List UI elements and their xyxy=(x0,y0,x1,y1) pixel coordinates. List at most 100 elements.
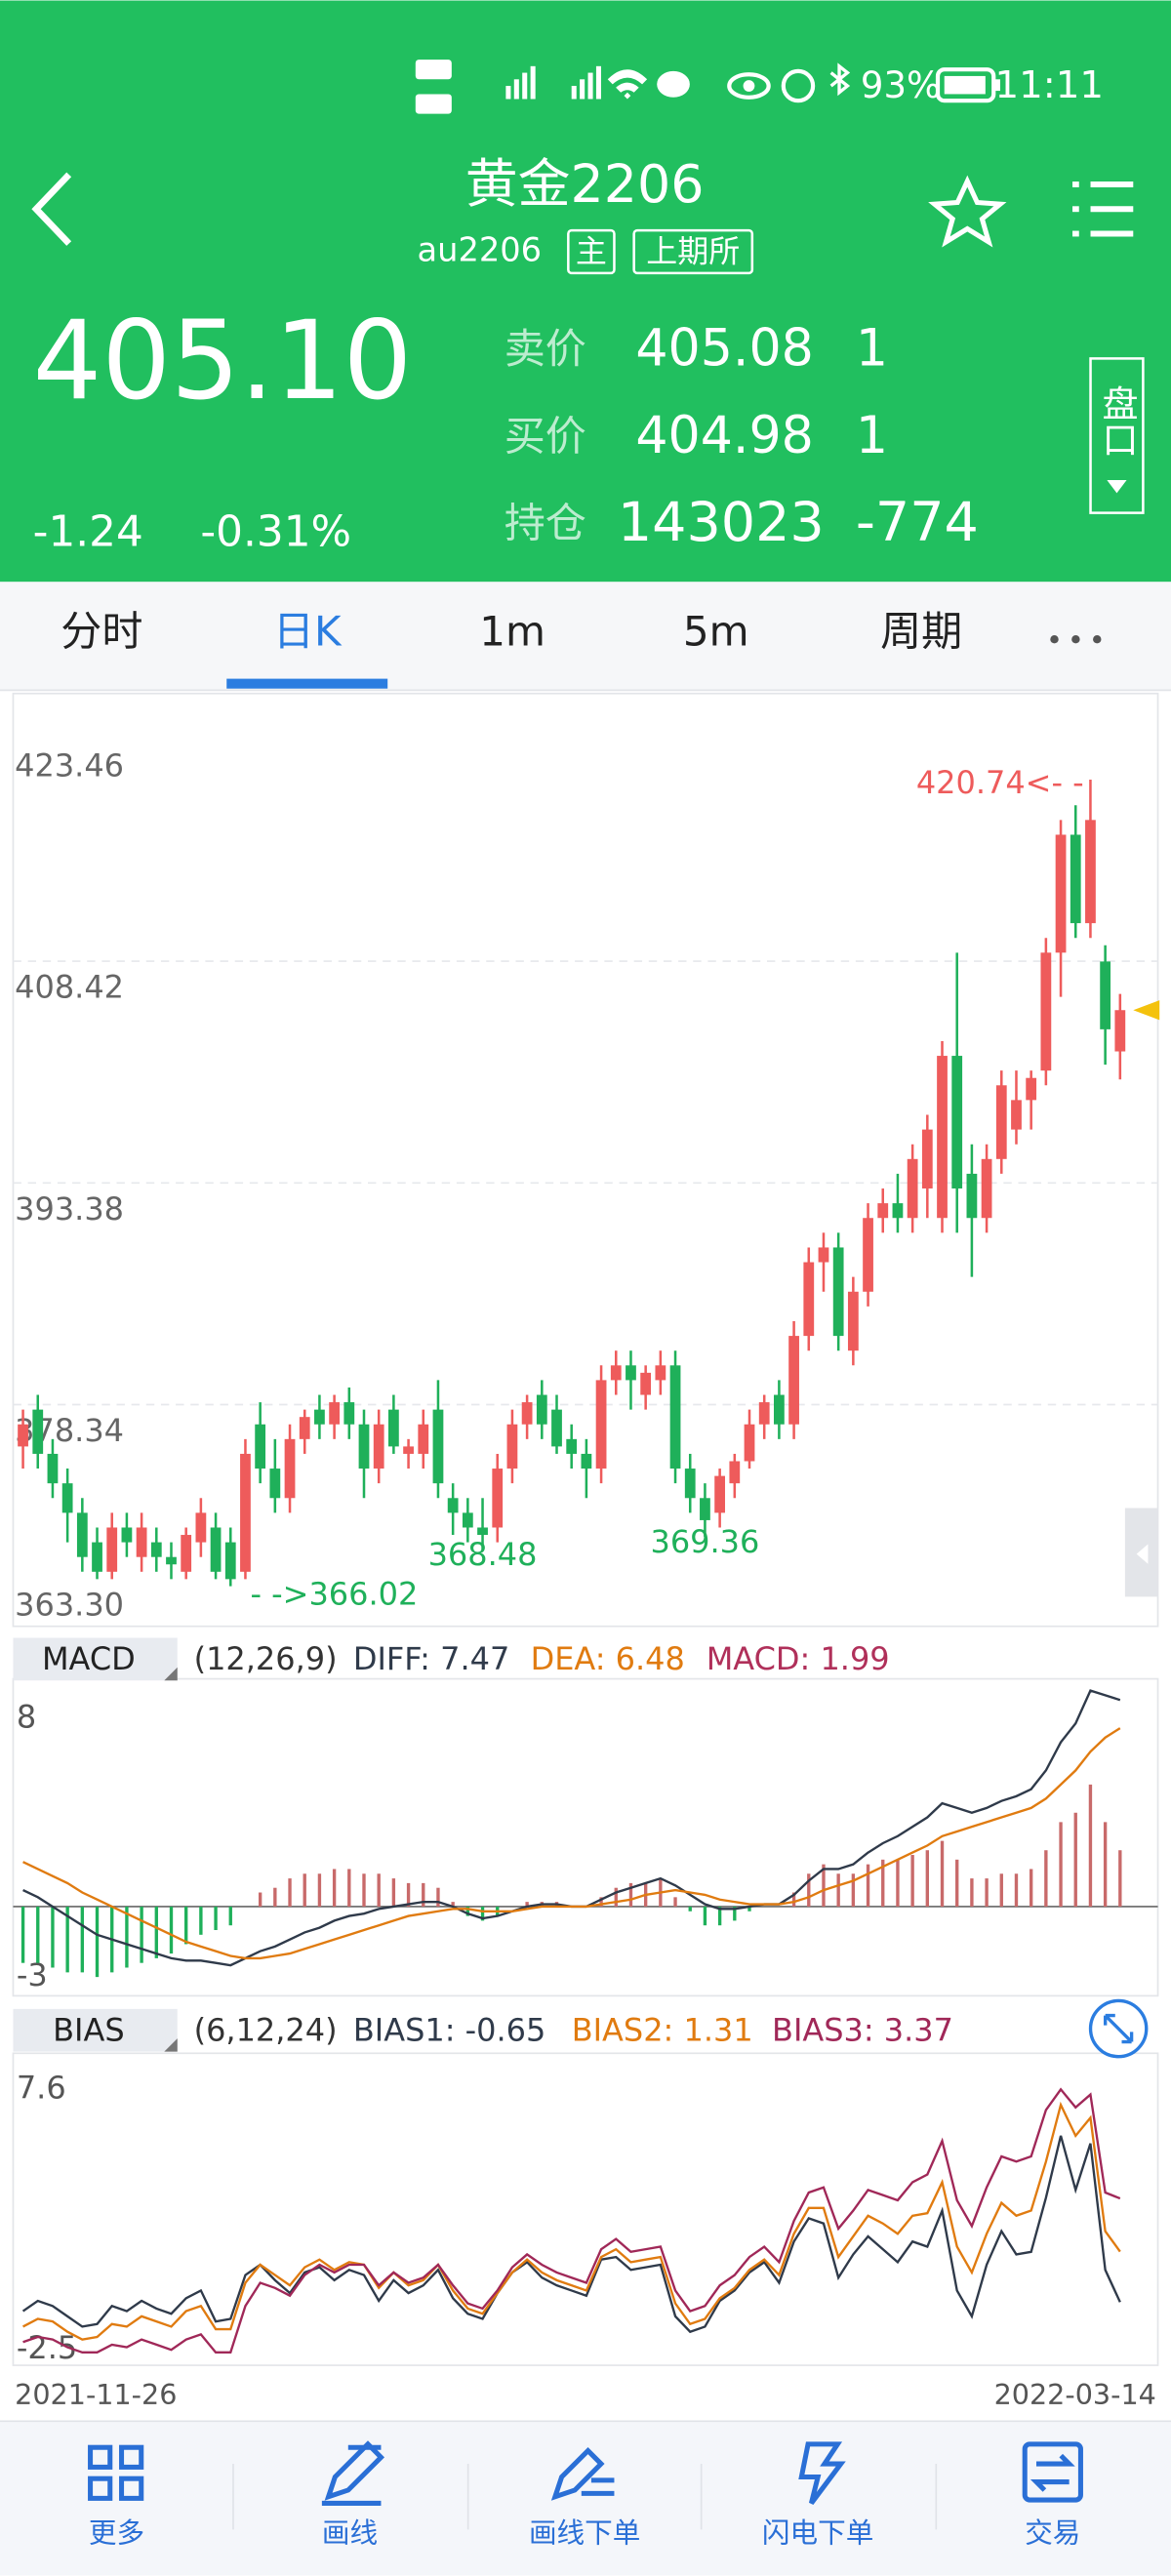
drawer-arrow xyxy=(1136,1544,1149,1564)
quote-label: 买价 xyxy=(505,412,586,460)
candle-body xyxy=(937,1056,948,1219)
candle-body xyxy=(269,1469,281,1499)
y-tick-label: 7.6 xyxy=(17,2069,66,2106)
bias-tab[interactable] xyxy=(13,2008,178,2052)
status-icons xyxy=(415,60,1000,114)
tab[interactable]: 分时 xyxy=(61,608,142,656)
quote-value: 143023 xyxy=(618,491,825,554)
side-arrow xyxy=(1107,479,1127,494)
menu-button[interactable] xyxy=(1072,181,1134,237)
candle-body xyxy=(373,1424,384,1469)
indicator-line xyxy=(22,2101,1121,2341)
candle-body xyxy=(907,1158,918,1219)
candle-body xyxy=(803,1262,815,1337)
candle-body xyxy=(774,1394,785,1425)
candle-body xyxy=(847,1291,859,1351)
candle-body xyxy=(121,1527,133,1543)
indicator-line xyxy=(22,1727,1121,1960)
candle-body xyxy=(106,1527,118,1572)
candle-body xyxy=(714,1475,726,1513)
candle-body xyxy=(744,1424,755,1462)
candle-body xyxy=(224,1542,236,1580)
candle-body xyxy=(595,1380,607,1469)
candle-body xyxy=(877,1203,889,1219)
kline-frame xyxy=(12,692,1159,1628)
change: -1.24 xyxy=(33,506,143,556)
candle-body xyxy=(343,1402,355,1425)
side-label: 盘口 xyxy=(1096,384,1138,457)
candle-body xyxy=(136,1527,147,1557)
battery: 93% xyxy=(861,64,941,106)
quote-value: 404.98 xyxy=(635,407,814,465)
side-button[interactable] xyxy=(1089,357,1145,514)
candle-body xyxy=(492,1469,504,1528)
candle-body xyxy=(299,1417,310,1439)
candle-body xyxy=(61,1483,73,1513)
candle-body xyxy=(610,1365,622,1381)
candle-body xyxy=(818,1247,829,1263)
candle-body xyxy=(1026,1077,1037,1101)
candle-body xyxy=(684,1469,696,1499)
macd-frame xyxy=(12,1677,1159,1997)
change-pct: -0.31% xyxy=(200,506,351,556)
min-annotation: 368.48 xyxy=(428,1536,538,1573)
candle-body xyxy=(462,1512,473,1528)
clock: 11:11 xyxy=(994,63,1104,107)
macd-tab-arrow xyxy=(164,1667,178,1681)
candle-body xyxy=(966,1173,978,1219)
tag: 上期所 xyxy=(646,233,740,270)
candle-body xyxy=(566,1438,578,1454)
more-tabs[interactable] xyxy=(1050,634,1102,644)
nav-icons xyxy=(88,2440,1083,2506)
indicator-line xyxy=(22,2087,1121,2355)
favorite-button[interactable] xyxy=(928,175,1007,248)
last-price: 405.10 xyxy=(33,299,413,424)
legend-entry: BIAS1: -0.65 xyxy=(353,2011,546,2048)
min-annotation: - ->366.02 xyxy=(250,1576,418,1613)
candle-body xyxy=(47,1453,59,1484)
legend-entry: DEA: 6.48 xyxy=(531,1640,685,1677)
macd-tab[interactable] xyxy=(13,1637,178,1681)
nav-label[interactable]: 画线下单 xyxy=(529,2516,640,2549)
candle-body xyxy=(1114,1010,1126,1052)
candle-body xyxy=(447,1498,459,1513)
macd-params: (12,26,9) xyxy=(194,1640,338,1677)
candle-body xyxy=(892,1203,904,1219)
code: au2206 xyxy=(417,231,542,269)
expand-icon xyxy=(1103,2013,1134,2044)
nav-label[interactable]: 交易 xyxy=(1025,2516,1080,2549)
legend-entry: DIFF: 7.47 xyxy=(353,1640,509,1677)
quote-qty: 1 xyxy=(856,320,888,379)
candle-body xyxy=(150,1542,162,1557)
back-button[interactable] xyxy=(31,172,72,246)
tab[interactable]: 周期 xyxy=(880,608,962,656)
nav-label[interactable]: 画线 xyxy=(322,2516,378,2549)
candle-body xyxy=(255,1424,266,1469)
candle-body xyxy=(626,1365,636,1381)
tag: 主 xyxy=(576,233,607,270)
tab-bar xyxy=(0,582,1171,691)
candle-body xyxy=(1040,952,1052,1071)
quote-value: 405.08 xyxy=(635,320,814,379)
candle-body xyxy=(92,1542,102,1572)
tab-indicator xyxy=(226,678,388,689)
candle-body xyxy=(521,1402,533,1425)
tab[interactable]: 日K xyxy=(273,608,343,656)
y-tick-label: 378.34 xyxy=(15,1412,124,1449)
indicator-line xyxy=(21,2135,1121,2334)
quote-qty: -774 xyxy=(856,491,979,554)
candle-body xyxy=(1055,834,1067,953)
tab[interactable]: 1m xyxy=(479,608,545,656)
date-start: 2021-11-26 xyxy=(15,2378,177,2411)
candle-body xyxy=(432,1409,444,1484)
y-tick-label: 408.42 xyxy=(15,969,124,1006)
candle-body xyxy=(640,1372,652,1395)
y-tick-label: 393.38 xyxy=(15,1190,124,1228)
nav-label[interactable]: 更多 xyxy=(89,2516,144,2549)
candle-body xyxy=(329,1402,340,1425)
tab[interactable]: 5m xyxy=(683,608,749,656)
tag-box xyxy=(567,228,616,275)
nav-label[interactable]: 闪电下单 xyxy=(762,2516,873,2549)
candle-body xyxy=(669,1365,681,1469)
